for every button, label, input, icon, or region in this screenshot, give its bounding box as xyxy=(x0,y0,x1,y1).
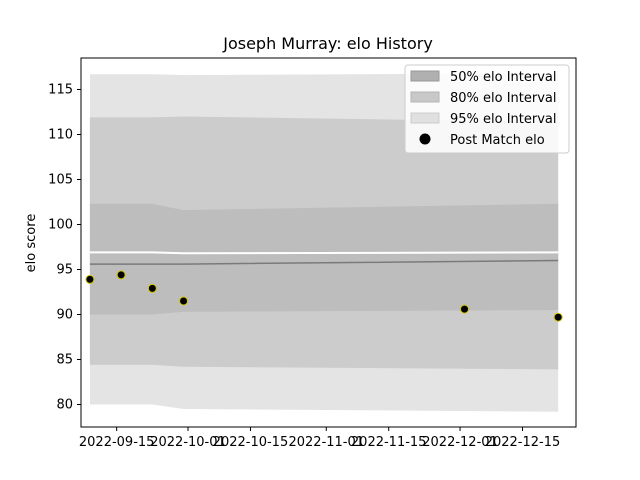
y-tick-label: 85 xyxy=(56,353,73,368)
post-match-point xyxy=(116,270,126,280)
y-tick-label: 90 xyxy=(56,308,73,323)
y-tick-label: 100 xyxy=(48,218,73,233)
x-tick-label: 2022-10-01 xyxy=(150,435,226,450)
chart-title: Joseph Murray: elo History xyxy=(222,34,433,53)
white-divider-line xyxy=(89,251,559,255)
x-tick-label: 2022-12-01 xyxy=(422,435,498,450)
y-tick-label: 115 xyxy=(48,83,73,98)
x-tick-label: 2022-09-15 xyxy=(79,435,155,450)
legend-label: Post Match elo xyxy=(450,133,545,148)
axes-frame xyxy=(80,57,577,428)
legend-swatch xyxy=(410,70,440,82)
post-match-point xyxy=(460,304,470,314)
x-tick-label: 2022-11-01 xyxy=(288,435,364,450)
x-tick-label: 2022-10-15 xyxy=(213,435,289,450)
legend: 50% elo Interval 80% elo Interval 95% elo … xyxy=(404,64,570,154)
legend-label: 80% elo Interval xyxy=(450,91,557,106)
legend-label: 95% elo Interval xyxy=(450,112,557,127)
legend-box xyxy=(404,64,570,154)
x-tick-label: 2022-11-15 xyxy=(351,435,427,450)
y-tick-label: 80 xyxy=(56,398,73,413)
y-axis-label: elo score xyxy=(24,214,39,273)
median-line xyxy=(89,259,559,265)
post-match-point xyxy=(553,312,563,322)
y-tick-label: 95 xyxy=(56,263,73,278)
legend-label: 50% elo Interval xyxy=(450,70,557,85)
x-tick-label: 2022-12-15 xyxy=(485,435,561,450)
y-tick-label: 110 xyxy=(48,128,73,143)
post-match-point xyxy=(85,274,95,284)
post-match-point xyxy=(179,296,189,306)
legend-swatch xyxy=(410,112,440,124)
legend-swatch xyxy=(410,91,440,103)
plot-area: 80 85 90 95 100 105 110 115 2022-09-152022-10-01… xyxy=(48,57,577,450)
band-3 xyxy=(89,203,559,315)
legend-marker xyxy=(419,133,431,145)
post-match-point xyxy=(147,283,157,293)
y-tick-label: 105 xyxy=(48,173,73,188)
